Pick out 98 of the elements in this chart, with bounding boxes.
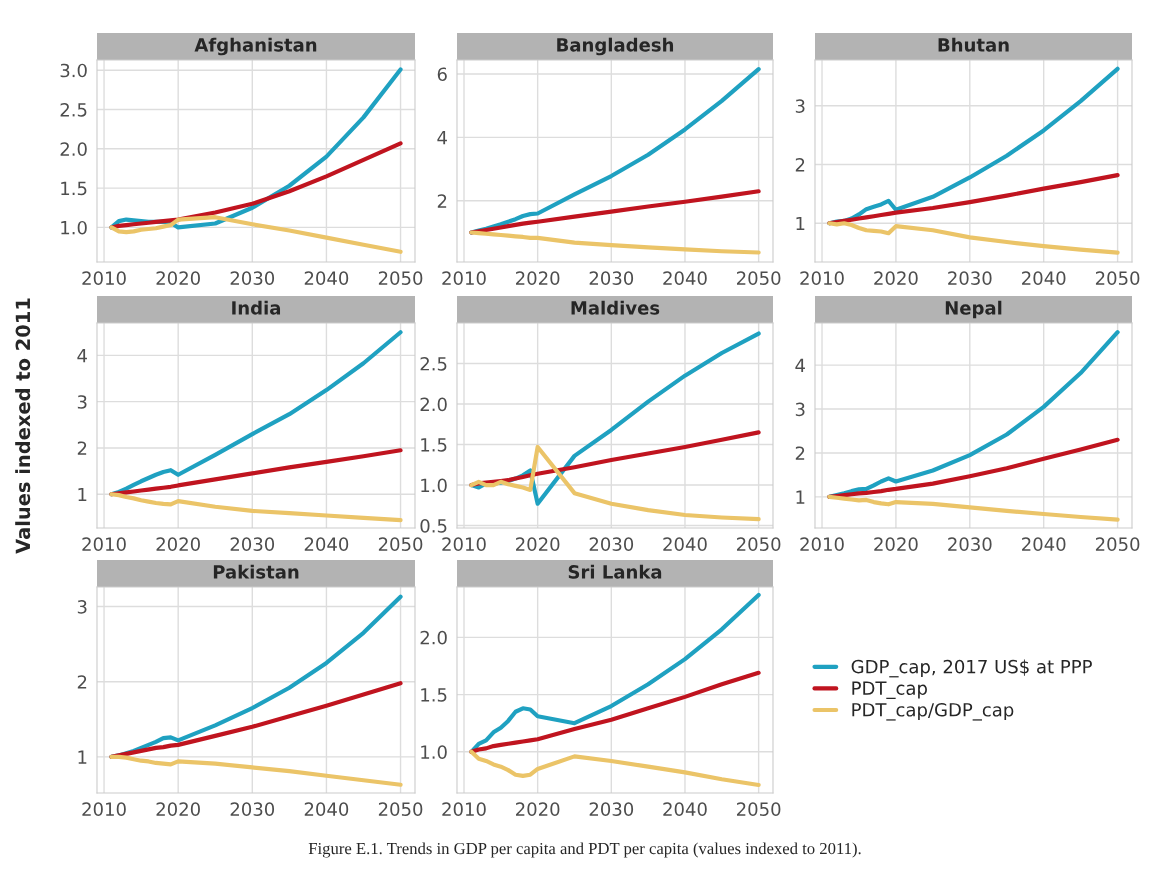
x-tick-label: 2050: [378, 802, 423, 816]
x-tick-label: 2020: [516, 537, 560, 551]
x-tick-label: 2010: [442, 271, 486, 285]
line-series: [827, 494, 1120, 522]
x-tick-label: 2010: [442, 537, 486, 551]
x-tick-label: 2040: [1022, 537, 1066, 551]
legend-label: GDP_cap, 2017 US$ at PPP: [851, 659, 1092, 678]
x-tick-label: 2050: [1095, 271, 1140, 285]
y-tick-label: 2.5: [60, 102, 87, 117]
x-tick-label: 2030: [589, 271, 634, 285]
x-tick-label: 2030: [948, 271, 992, 285]
y-tick-label: 4: [795, 358, 805, 372]
x-tick-label: 2040: [663, 537, 707, 551]
y-tick-label: 1.5: [421, 438, 447, 452]
y-tick-label: 4: [77, 349, 87, 363]
y-tick-label: 1: [796, 216, 805, 231]
y-tick-label: 3: [795, 402, 805, 417]
y-tick-label: 6: [437, 67, 447, 82]
x-tick-label: 2030: [948, 537, 992, 551]
line-series: [109, 681, 403, 759]
y-tick-label: 2: [437, 194, 447, 208]
line-series: [469, 189, 761, 235]
y-tick-label: 2.0: [60, 142, 87, 156]
x-tick-label: 2020: [516, 271, 560, 285]
x-tick-label: 2050: [378, 271, 423, 285]
y-tick-label: 2.0: [420, 630, 447, 645]
chart-title: Nepal: [945, 300, 1002, 319]
x-tick-label: 2020: [874, 271, 918, 285]
y-tick-label: 2: [77, 441, 87, 455]
line-series: [469, 67, 761, 235]
x-tick-label: 2030: [230, 271, 275, 285]
y-tick-label: 0.5: [420, 519, 447, 533]
y-axis-title: Values indexed to 2011: [15, 298, 31, 554]
legend-label: PDT_cap/GDP_cap: [852, 702, 1014, 721]
x-tick-label: 2020: [156, 802, 200, 816]
y-tick-label: 2: [795, 446, 805, 460]
line-series: [109, 141, 403, 230]
y-tick-label: 2.5: [420, 356, 447, 371]
x-tick-label: 2010: [82, 537, 126, 551]
y-tick-label: 1: [78, 487, 87, 502]
line-series: [827, 221, 1120, 255]
y-tick-label: 3: [795, 99, 805, 113]
y-tick-label: 1: [78, 750, 87, 764]
x-tick-label: 2040: [304, 271, 349, 285]
line-series: [469, 670, 761, 754]
line-series: [469, 749, 761, 788]
y-tick-label: 1.5: [61, 181, 87, 196]
x-tick-label: 2050: [736, 537, 781, 551]
line-series: [109, 330, 403, 497]
chart-title: Maldives: [571, 300, 660, 315]
chart-title: Pakistan: [213, 564, 299, 579]
chart-title: Afghanistan: [194, 37, 317, 56]
x-tick-label: 2040: [304, 802, 349, 816]
x-tick-label: 2020: [156, 537, 200, 551]
x-tick-label: 2040: [304, 537, 349, 551]
legend-label: PDT_cap: [852, 681, 927, 699]
x-tick-label: 2020: [516, 802, 560, 816]
y-tick-label: 4: [437, 131, 447, 145]
line-series: [469, 444, 761, 522]
y-tick-label: 2.0: [420, 397, 447, 412]
line-series: [109, 754, 403, 787]
x-tick-label: 2010: [82, 802, 126, 816]
x-tick-label: 2050: [736, 271, 781, 285]
x-tick-label: 2040: [663, 802, 707, 816]
y-tick-label: 2: [77, 675, 87, 689]
y-tick-label: 3: [77, 600, 87, 614]
line-series: [469, 230, 761, 255]
x-tick-label: 2010: [442, 802, 486, 816]
x-tick-label: 2030: [589, 802, 634, 816]
chart-title: India: [232, 300, 281, 315]
y-tick-label: 1.5: [421, 688, 447, 702]
y-tick-label: 3.0: [60, 63, 87, 78]
y-tick-label: 1: [796, 490, 805, 504]
text: Figure E.1. Trends in GDP per capita and PDT per capita (values indexed to 2011).: [308, 842, 861, 858]
x-tick-label: 2010: [800, 537, 844, 551]
line-series: [109, 492, 403, 523]
y-tick-label: 1.0: [61, 220, 87, 235]
x-tick-label: 2040: [663, 271, 707, 285]
x-tick-label: 2020: [874, 537, 918, 551]
x-tick-label: 2010: [82, 271, 126, 285]
chart-title: Bangladesh: [557, 37, 674, 56]
x-tick-label: 2050: [1095, 537, 1140, 551]
y-tick-label: 1.0: [421, 478, 447, 493]
y-tick-label: 2: [795, 157, 805, 172]
x-tick-label: 2050: [736, 802, 781, 816]
y-tick-label: 1.0: [421, 745, 447, 759]
x-tick-label: 2030: [589, 537, 634, 551]
line-series: [827, 173, 1120, 226]
x-tick-label: 2050: [378, 537, 423, 551]
x-tick-label: 2040: [1022, 271, 1066, 285]
x-tick-label: 2030: [230, 537, 275, 551]
x-tick-label: 2030: [230, 802, 275, 816]
x-tick-label: 2010: [800, 271, 844, 285]
line-series: [109, 215, 403, 254]
chart-title: Sri Lanka: [568, 564, 662, 579]
chart-title: Bhutan: [938, 37, 1009, 52]
y-tick-label: 3: [77, 395, 87, 409]
x-tick-label: 2020: [156, 271, 200, 285]
